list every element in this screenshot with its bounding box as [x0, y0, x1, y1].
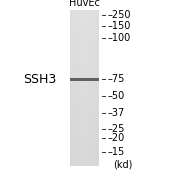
Text: –37: –37	[108, 107, 125, 118]
Text: –75: –75	[108, 74, 125, 84]
Bar	[70, 78, 99, 81]
Text: HuvEc: HuvEc	[69, 0, 100, 8]
Text: –150: –150	[108, 21, 131, 31]
Text: –20: –20	[108, 133, 125, 143]
Text: –15: –15	[108, 147, 125, 157]
Text: –250: –250	[108, 10, 132, 20]
Text: –50: –50	[108, 91, 125, 101]
Text: SSH3: SSH3	[23, 73, 56, 86]
Text: (kd): (kd)	[113, 160, 133, 170]
Text: –100: –100	[108, 33, 131, 43]
Text: –25: –25	[108, 124, 125, 134]
